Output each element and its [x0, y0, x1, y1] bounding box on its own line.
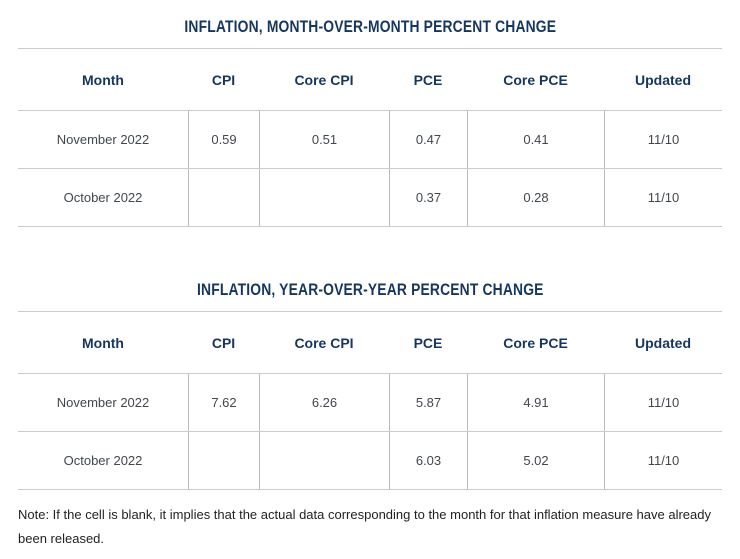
column-header-core-pce: Core PCE	[503, 71, 568, 88]
table-title-month-over-month: INFLATION, MONTH-OVER-MONTH PERCENT CHAN…	[18, 16, 722, 36]
column-header-pce: PCE	[413, 334, 443, 351]
column-header-core-cpi: Core CPI	[294, 334, 354, 351]
cell-month: October 2022	[63, 190, 143, 205]
table-year-over-year: Month CPI Core CPI PCE Core PCE Updated …	[18, 311, 722, 490]
cell-core-cpi: 0.51	[259, 111, 389, 168]
cell-pce: 0.47	[389, 111, 467, 168]
cell-month: November 2022	[56, 132, 150, 147]
column-header-cpi: CPI	[211, 334, 236, 351]
table-row: October 2022 0.37 0.28 11/10	[18, 168, 722, 226]
cell-core-pce: 0.41	[467, 111, 604, 168]
column-header-month: Month	[82, 71, 124, 88]
cell-updated: 11/10	[604, 432, 722, 489]
column-header-updated: Updated	[635, 71, 691, 88]
table-title-text: INFLATION, MONTH-OVER-MONTH PERCENT CHAN…	[184, 18, 556, 36]
cell-core-pce: 4.91	[467, 374, 604, 431]
cell-pce: 5.87	[389, 374, 467, 431]
cell-month: October 2022	[63, 453, 143, 468]
column-header-updated: Updated	[635, 334, 691, 351]
footnote: Note: If the cell is blank, it implies t…	[18, 507, 711, 546]
cell-cpi	[188, 432, 259, 489]
table-row: November 2022 7.62 6.26 5.87 4.91 11/10	[18, 374, 722, 431]
column-header-month: Month	[82, 334, 124, 351]
cell-updated: 11/10	[604, 111, 722, 168]
column-header-core-pce: Core PCE	[503, 334, 568, 351]
column-header-core-cpi: Core CPI	[294, 71, 354, 88]
cell-pce: 0.37	[389, 169, 467, 226]
cell-cpi	[188, 169, 259, 226]
cell-core-pce: 5.02	[467, 432, 604, 489]
table-month-over-month: Month CPI Core CPI PCE Core PCE Updated …	[18, 48, 722, 227]
section-spacer	[18, 227, 722, 279]
table-row: October 2022 6.03 5.02 11/10	[18, 431, 722, 489]
cell-cpi: 7.62	[188, 374, 259, 431]
cell-pce: 6.03	[389, 432, 467, 489]
cell-core-cpi	[259, 432, 389, 489]
cell-cpi: 0.59	[188, 111, 259, 168]
cell-core-cpi	[259, 169, 389, 226]
cell-core-pce: 0.28	[467, 169, 604, 226]
column-header-pce: PCE	[413, 71, 443, 88]
cell-updated: 11/10	[604, 374, 722, 431]
table-row: November 2022 0.59 0.51 0.47 0.41 11/10	[18, 111, 722, 168]
cell-month: November 2022	[56, 395, 150, 410]
cell-updated: 11/10	[604, 169, 722, 226]
table-title-text: INFLATION, YEAR-OVER-YEAR PERCENT CHANGE	[196, 281, 544, 299]
table-title-year-over-year: INFLATION, YEAR-OVER-YEAR PERCENT CHANGE	[18, 279, 722, 299]
cell-core-cpi: 6.26	[259, 374, 389, 431]
column-header-cpi: CPI	[211, 71, 236, 88]
table-header-row: Month CPI Core CPI PCE Core PCE Updated	[18, 49, 722, 111]
table-header-row: Month CPI Core CPI PCE Core PCE Updated	[18, 312, 722, 374]
